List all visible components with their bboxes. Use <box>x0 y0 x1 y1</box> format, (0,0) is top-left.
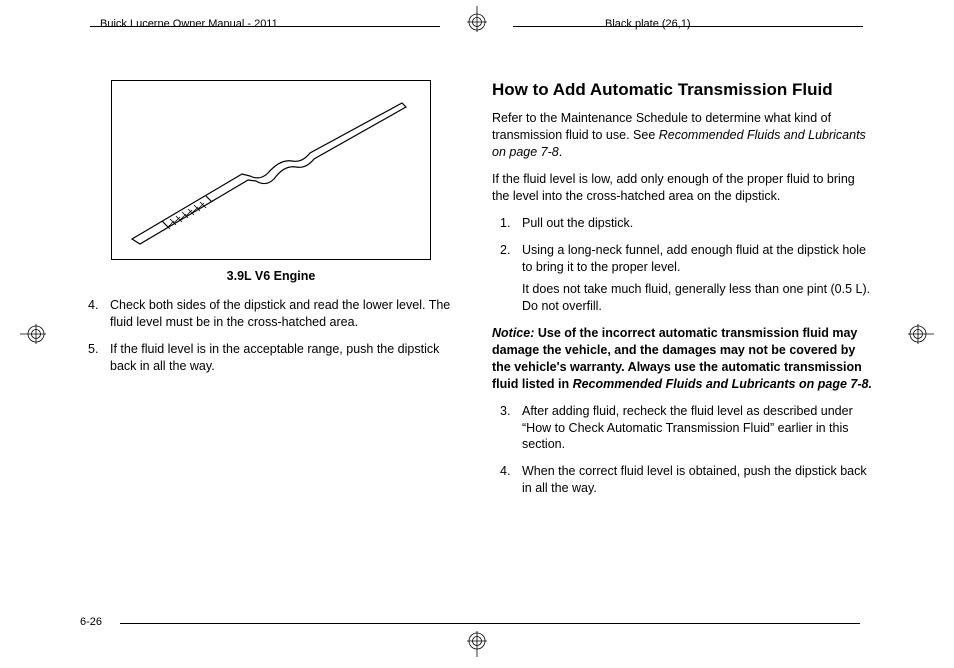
crop-mark-left <box>20 324 46 349</box>
step-2-subnote: It does not take much fluid, generally l… <box>522 281 874 315</box>
crop-mark-right <box>908 324 934 349</box>
right-steps-b: 3. After adding fluid, recheck the fluid… <box>492 403 874 497</box>
step-number: 4. <box>500 463 510 480</box>
right-column: How to Add Automatic Transmission Fluid … <box>492 80 874 608</box>
step-text: When the correct fluid level is obtained… <box>522 464 867 495</box>
step-text: Pull out the dipstick. <box>522 216 633 230</box>
notice-paragraph: Notice: Use of the incorrect automatic t… <box>492 325 874 393</box>
p1-text-b: . <box>559 145 562 159</box>
step-5: 5. If the fluid level is in the acceptab… <box>110 341 462 375</box>
step-number: 1. <box>500 215 510 232</box>
section-heading: How to Add Automatic Transmission Fluid <box>492 80 874 100</box>
step-text: Check both sides of the dipstick and rea… <box>110 298 450 329</box>
right-steps-a: 1. Pull out the dipstick. 2. Using a lon… <box>492 215 874 315</box>
page-number: 6-26 <box>80 616 102 628</box>
step-number: 4. <box>88 297 98 314</box>
step-4b: 4. When the correct fluid level is obtai… <box>522 463 874 497</box>
step-3: 3. After adding fluid, recheck the fluid… <box>522 403 874 454</box>
crop-mark-top <box>467 6 487 37</box>
notice-reference: Recommended Fluids and Lubricants on pag… <box>573 377 872 391</box>
crop-mark-bottom <box>467 631 487 662</box>
header-title-right: Black plate (26,1) <box>605 18 691 30</box>
step-2: 2. Using a long-neck funnel, add enough … <box>522 242 874 316</box>
header-title-left: Buick Lucerne Owner Manual - 2011 <box>100 18 278 30</box>
left-column: 3.9L V6 Engine 4. Check both sides of th… <box>80 80 462 608</box>
step-text: After adding fluid, recheck the fluid le… <box>522 404 853 452</box>
step-number: 5. <box>88 341 98 358</box>
step-text: If the fluid level is in the acceptable … <box>110 342 439 373</box>
dipstick-figure <box>111 80 431 260</box>
figure-caption: 3.9L V6 Engine <box>80 268 462 285</box>
step-number: 3. <box>500 403 510 420</box>
paragraph-1: Refer to the Maintenance Schedule to det… <box>492 110 874 161</box>
step-text: Using a long-neck funnel, add enough flu… <box>522 243 866 274</box>
footer-rule <box>120 623 860 624</box>
step-4: 4. Check both sides of the dipstick and … <box>110 297 462 331</box>
notice-label: Notice: <box>492 326 534 340</box>
left-steps-list: 4. Check both sides of the dipstick and … <box>80 297 462 375</box>
step-1: 1. Pull out the dipstick. <box>522 215 874 232</box>
content-area: 3.9L V6 Engine 4. Check both sides of th… <box>80 80 874 608</box>
paragraph-2: If the fluid level is low, add only enou… <box>492 171 874 205</box>
step-number: 2. <box>500 242 510 259</box>
